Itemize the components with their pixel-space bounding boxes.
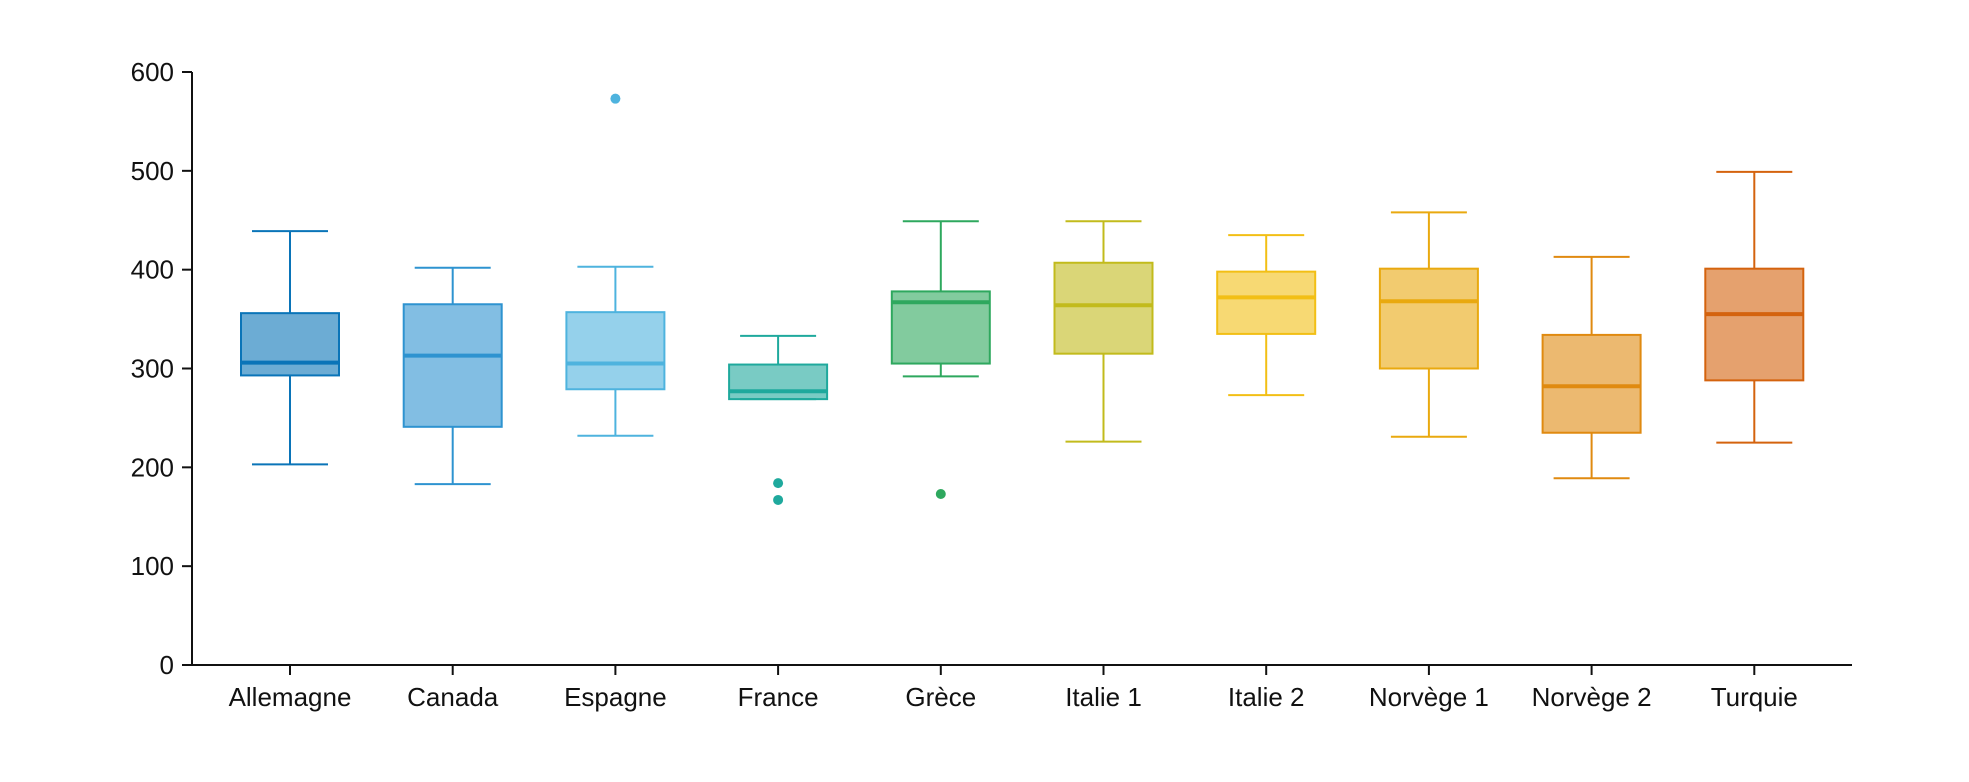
x-tick-label: France [738,682,819,712]
x-tick-label: Allemagne [229,682,352,712]
y-tick-label: 300 [131,354,174,384]
iqr-box [240,312,340,377]
iqr-box [1704,267,1805,382]
x-tick-label: Grèce [905,682,976,712]
y-tick-label: 200 [131,452,174,482]
iqr-box [565,311,666,391]
box-turquie [1704,170,1805,444]
box-italie-1 [1053,220,1154,443]
y-ticks: 0 100 200 300 400 500 600 [131,57,192,680]
outlier-point [610,93,621,104]
box-norv-ge-1 [1378,211,1479,438]
box-gr-ce [890,220,991,500]
x-tick-label: Norvège 1 [1369,682,1489,712]
x-tick-label: Canada [407,682,499,712]
box-espagne [565,93,666,437]
x-tick-label: Italie 1 [1065,682,1142,712]
box-italie-2 [1216,234,1317,397]
outlier-point [935,489,946,500]
y-tick-label: 100 [131,551,174,581]
x-tick-label: Espagne [564,682,667,712]
y-tick-label: 0 [160,650,174,680]
iqr-box [1378,267,1479,370]
iqr-box [1053,261,1154,355]
iqr-box [1541,333,1642,434]
x-tick-label: Turquie [1711,682,1798,712]
x-tick-label: Italie 2 [1228,682,1305,712]
x-tick-label: Norvège 2 [1532,682,1652,712]
box-allemagne [240,230,340,466]
outlier-point [773,478,784,489]
y-tick-label: 400 [131,255,174,285]
y-tick-label: 600 [131,57,174,87]
box-france [728,334,829,505]
boxes-group [240,93,1805,505]
box-norv-ge-2 [1541,255,1642,480]
box-canada [402,266,503,486]
x-ticks: Allemagne Canada Espagne France Grèce Italie … [229,665,1798,712]
iqr-box [728,363,829,401]
iqr-box [402,303,503,428]
iqr-box [1216,270,1317,335]
y-tick-label: 500 [131,156,174,186]
outlier-point [773,494,784,505]
